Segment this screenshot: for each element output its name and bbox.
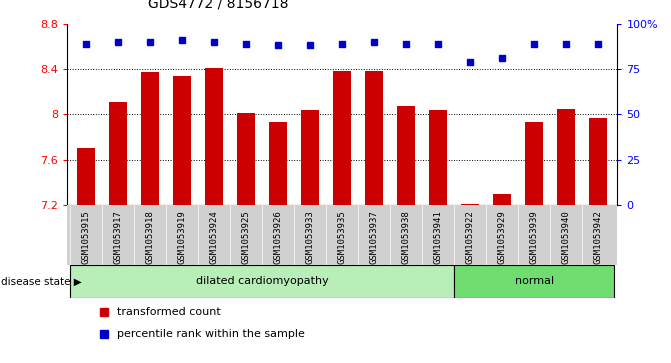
- Bar: [70, 265, 454, 298]
- Bar: [366, 71, 383, 205]
- Bar: [109, 102, 127, 205]
- Bar: [270, 122, 287, 205]
- Text: normal: normal: [515, 276, 554, 286]
- Bar: [493, 194, 511, 205]
- Text: GSM1053925: GSM1053925: [242, 210, 251, 264]
- Text: GDS4772 / 8156718: GDS4772 / 8156718: [148, 0, 288, 11]
- Bar: [174, 76, 191, 205]
- Text: GSM1053918: GSM1053918: [146, 210, 155, 264]
- Text: dilated cardiomyopathy: dilated cardiomyopathy: [196, 276, 329, 286]
- Bar: [205, 68, 223, 205]
- Bar: [558, 109, 575, 205]
- Text: transformed count: transformed count: [117, 307, 221, 317]
- Text: GSM1053917: GSM1053917: [114, 210, 123, 264]
- Bar: [454, 265, 614, 298]
- Text: GSM1053924: GSM1053924: [210, 210, 219, 264]
- Bar: [397, 106, 415, 205]
- Bar: [301, 110, 319, 205]
- Bar: [142, 72, 159, 205]
- Text: percentile rank within the sample: percentile rank within the sample: [117, 329, 305, 339]
- Text: disease state ▶: disease state ▶: [1, 276, 81, 286]
- Text: GSM1053941: GSM1053941: [433, 210, 443, 264]
- Bar: [429, 110, 447, 205]
- Text: GSM1053929: GSM1053929: [498, 210, 507, 264]
- Text: GSM1053937: GSM1053937: [370, 210, 378, 264]
- Text: GSM1053940: GSM1053940: [562, 210, 570, 264]
- Text: GSM1053926: GSM1053926: [274, 210, 282, 264]
- Text: GSM1053942: GSM1053942: [594, 210, 603, 264]
- Bar: [525, 122, 543, 205]
- Text: GSM1053919: GSM1053919: [178, 210, 187, 264]
- Bar: [333, 71, 351, 205]
- Bar: [462, 204, 479, 205]
- Text: GSM1053915: GSM1053915: [82, 210, 91, 264]
- Text: GSM1053938: GSM1053938: [402, 210, 411, 264]
- Bar: [238, 113, 255, 205]
- Text: GSM1053922: GSM1053922: [466, 210, 474, 264]
- Bar: [589, 118, 607, 205]
- Text: GSM1053935: GSM1053935: [338, 210, 347, 264]
- Text: GSM1053933: GSM1053933: [306, 210, 315, 264]
- Bar: [77, 148, 95, 205]
- Text: GSM1053939: GSM1053939: [529, 210, 539, 264]
